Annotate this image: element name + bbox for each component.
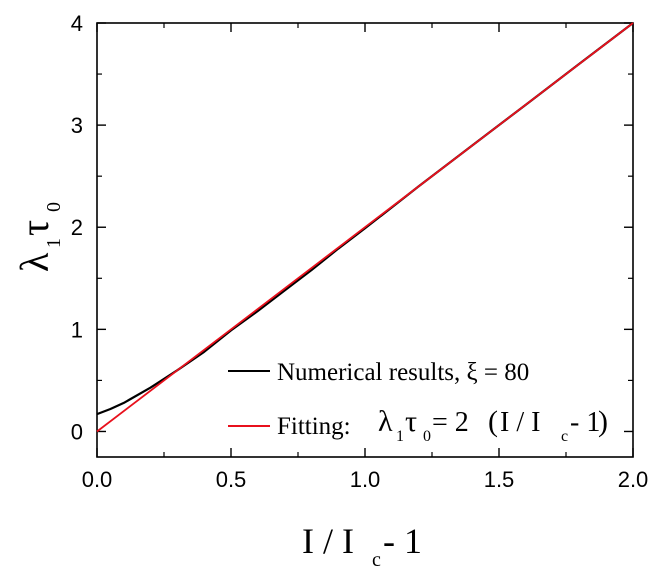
y-tick-label: 0 (71, 419, 83, 444)
x-tick-label: 1.5 (484, 467, 515, 492)
y-tick-label: 1 (71, 317, 83, 342)
plot-frame (96, 22, 634, 458)
ylabel-tau: τ (12, 220, 57, 236)
formula-tau: τ (405, 405, 417, 438)
ylabel-lambda-sub: 1 (43, 238, 65, 248)
ylabel-lambda: λ (12, 252, 57, 272)
x-tick-label: 2.0 (618, 467, 649, 492)
formula-paren-close: ) (598, 405, 608, 438)
legend: Numerical results, ξ = 80 Fitting: λ 1 τ… (228, 359, 608, 445)
formula-equals-two: = 2 (432, 407, 469, 438)
formula-lambda: λ (378, 405, 393, 438)
xlabel-main: I / I (302, 521, 354, 561)
xlabel-sub: c (372, 549, 381, 571)
formula-inner-sub: c (561, 428, 568, 445)
tick-labels: 0.0 0.5 1.0 1.5 2.0 0 1 2 3 4 (71, 11, 649, 492)
y-tick-label: 4 (71, 11, 83, 36)
xlabel-tail: - 1 (383, 521, 422, 561)
series-lines (96, 22, 634, 433)
y-tick-label: 2 (71, 215, 83, 240)
formula-paren-open: ( (488, 405, 498, 438)
y-axis-label: λ 1 τ 0 (12, 202, 65, 272)
x-axis-label: I / I c - 1 (302, 521, 422, 571)
x-tick-label: 0.0 (82, 467, 113, 492)
formula-inner: I / I (500, 407, 540, 438)
legend-fitting-formula: λ 1 τ 0 = 2 ( I / I c - 1 ) (378, 405, 608, 445)
series-line-fitting (96, 22, 634, 433)
series-line-numerical (96, 22, 634, 416)
formula-inner-tail: - 1 (570, 407, 600, 438)
legend-label-fitting: Fitting: (277, 413, 351, 440)
axis-ticks (96, 22, 634, 457)
formula-tau-sub: 0 (423, 428, 431, 445)
ylabel-tau-sub: 0 (43, 202, 65, 212)
formula-lambda-sub: 1 (396, 428, 404, 445)
y-tick-label: 3 (71, 113, 83, 138)
x-tick-label: 1.0 (350, 467, 381, 492)
legend-label-numerical: Numerical results, ξ = 80 (277, 359, 529, 386)
x-tick-label: 0.5 (216, 467, 247, 492)
